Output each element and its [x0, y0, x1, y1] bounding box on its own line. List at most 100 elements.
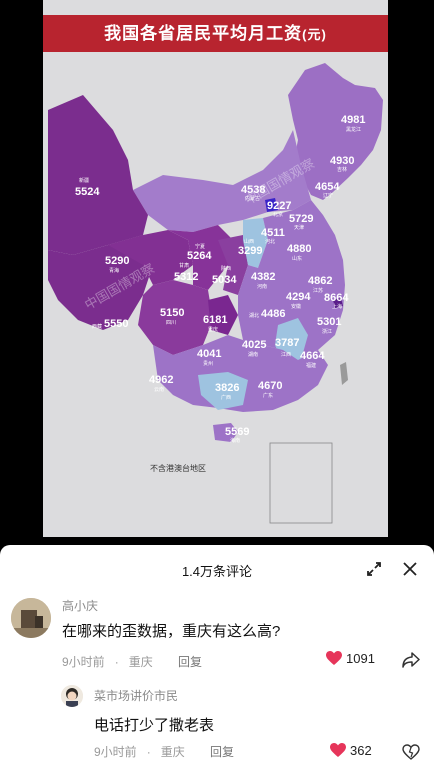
- province-value: 5301: [317, 316, 341, 328]
- video-area[interactable]: 我国各省居民平均月工资(元) 中国国情观察 中国国情观察: [0, 0, 434, 545]
- like-count: 362: [350, 743, 372, 758]
- avatar-image: [61, 685, 83, 707]
- province-name: 新疆: [79, 177, 89, 184]
- province-value: 4294: [286, 291, 311, 303]
- comment-time: 9小时前: [62, 655, 105, 669]
- comment-reply-item: 菜市场讲价市民 电话打少了撒老表 9小时前 · 重庆 回复 362: [0, 677, 434, 767]
- separator: ·: [115, 655, 119, 669]
- province-value: 5524: [75, 186, 100, 198]
- province-name: 上海: [332, 303, 342, 310]
- province-name: 青海: [109, 267, 119, 274]
- heart-icon: [326, 651, 342, 666]
- province-value: 5290: [105, 255, 129, 267]
- province-name: 天津: [294, 224, 304, 231]
- south-sea-inset: [270, 443, 332, 523]
- map-taiwan: [340, 362, 348, 385]
- province-name: 贵州: [203, 360, 213, 367]
- province-value: 4486: [261, 308, 285, 320]
- province-value: 4981: [341, 114, 365, 126]
- avatar[interactable]: [61, 685, 83, 707]
- province-name: 山东: [292, 255, 302, 262]
- province-name: 宁夏: [195, 243, 205, 250]
- province-name: 江西: [281, 351, 291, 358]
- comments-header: 1.4万条评论: [0, 545, 434, 593]
- like-button[interactable]: 1091: [326, 651, 375, 666]
- dislike-heart-icon[interactable]: [402, 744, 420, 760]
- province-name: 广西: [221, 394, 231, 401]
- comment-meta: 9小时前 · 重庆 回复: [62, 653, 212, 670]
- province-value: 4538: [241, 184, 265, 196]
- share-icon[interactable]: [402, 652, 420, 668]
- province-value: 4664: [300, 350, 325, 362]
- province-name: 辽宁: [323, 192, 333, 199]
- province-value: 8664: [324, 292, 349, 304]
- comment-username[interactable]: 高小庆: [62, 597, 98, 614]
- comments-sheet: 1.4万条评论 高小庆 在哪来的歪数据，重庆有这么高? 9小时前 · 重庆 回复 1…: [0, 545, 434, 771]
- province-name: 吉林: [337, 166, 347, 173]
- province-name: 山西: [244, 238, 254, 245]
- province-value: 3787: [275, 337, 299, 349]
- comment-location: 重庆: [129, 655, 153, 669]
- province-name: 云南: [154, 386, 164, 393]
- province-value: 4670: [258, 380, 282, 392]
- collapse-icon[interactable]: [364, 559, 384, 579]
- province-value: 4654: [315, 181, 340, 193]
- province-name: 湖北: [249, 312, 259, 319]
- province-value: 3826: [215, 382, 239, 394]
- close-icon[interactable]: [400, 559, 420, 579]
- province-value: 4041: [197, 348, 221, 360]
- province-value: 5034: [212, 274, 237, 286]
- like-button[interactable]: 362: [330, 743, 372, 758]
- map-xinjiang: [48, 95, 148, 255]
- province-name: 四川: [166, 320, 176, 326]
- province-value: 4930: [330, 155, 354, 167]
- province-name: 黑龙江: [346, 126, 361, 133]
- province-name: 河南: [257, 283, 267, 290]
- comment-meta: 9小时前 · 重庆 回复: [94, 743, 244, 760]
- province-name: 北京: [273, 211, 283, 218]
- province-value: 3299: [238, 245, 262, 257]
- reply-button[interactable]: 回复: [178, 655, 202, 669]
- province-name: 浙江: [322, 328, 332, 335]
- province-value: 5264: [187, 250, 212, 262]
- province-name: 海南: [230, 437, 240, 444]
- province-name: 福建: [306, 362, 316, 369]
- province-value: 5312: [174, 271, 198, 283]
- avatar-image: [11, 598, 51, 638]
- province-name: 甘肃: [179, 262, 189, 269]
- province-value: 6181: [203, 314, 227, 326]
- comment-location: 重庆: [161, 745, 185, 759]
- province-name: 广东: [263, 392, 273, 399]
- province-name: 陕西: [221, 265, 231, 272]
- comment-username[interactable]: 菜市场讲价市民: [94, 687, 178, 704]
- province-name: 安徽: [291, 303, 301, 310]
- province-name: 江苏: [313, 287, 323, 294]
- comment-text: 在哪来的歪数据，重庆有这么高?: [62, 620, 280, 641]
- avatar[interactable]: [11, 598, 51, 638]
- province-name: 河北: [265, 238, 275, 245]
- province-value: 4511: [261, 227, 285, 239]
- comment-text: 电话打少了撒老表: [94, 714, 214, 735]
- separator: ·: [147, 745, 151, 759]
- province-value: 5569: [225, 426, 249, 438]
- province-name: 西藏: [92, 323, 102, 330]
- province-value: 4382: [251, 271, 275, 283]
- salary-map-poster: 我国各省居民平均月工资(元) 中国国情观察 中国国情观察: [43, 0, 388, 537]
- map-note: 不含港澳台地区: [150, 463, 206, 474]
- province-value: 5729: [289, 213, 313, 225]
- province-value: 4880: [287, 243, 311, 255]
- heart-icon: [330, 743, 346, 758]
- province-value: 4862: [308, 275, 332, 287]
- reply-button[interactable]: 回复: [210, 745, 234, 759]
- province-name: 重庆: [208, 326, 218, 333]
- comment-item: 高小庆 在哪来的歪数据，重庆有这么高? 9小时前 · 重庆 回复 1091: [0, 593, 434, 673]
- province-value: 9227: [267, 200, 291, 212]
- province-value: 4025: [242, 339, 266, 351]
- province-name: 湖南: [248, 351, 258, 358]
- province-value: 4962: [149, 374, 173, 386]
- province-name: 内蒙古: [245, 195, 260, 202]
- province-value: 5150: [160, 307, 184, 319]
- comment-time: 9小时前: [94, 745, 137, 759]
- like-count: 1091: [346, 651, 375, 666]
